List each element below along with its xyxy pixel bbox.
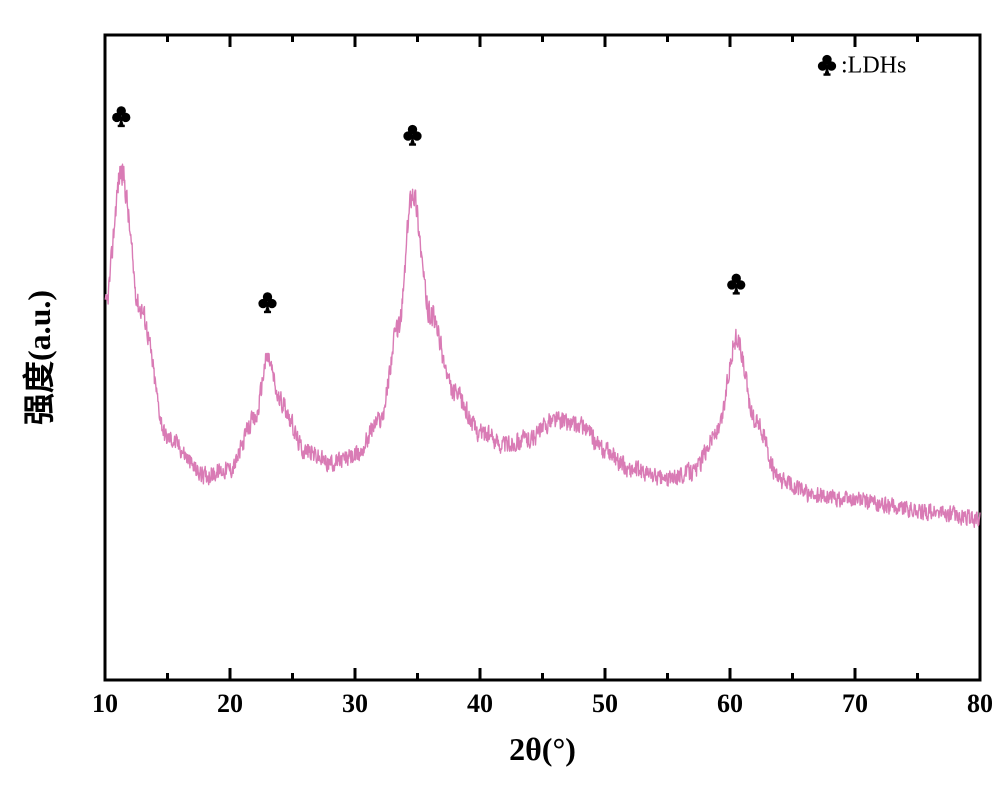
x-tick-label: 60 <box>717 689 743 718</box>
legend-club-icon <box>818 55 836 76</box>
chart-svg: 10 20 30 40 50 60 70 80 2θ(°) 强度(a.u.) :LDHs <box>0 0 1000 803</box>
peak-marker-club-icon <box>258 292 276 313</box>
y-axis-label: 强度(a.u.) <box>21 290 57 425</box>
x-axis-label: 2θ(°) <box>509 731 576 767</box>
x-tick-label: 40 <box>467 689 493 718</box>
x-tick-label: 30 <box>342 689 368 718</box>
x-tick-label: 80 <box>967 689 993 718</box>
xrd-chart: 10 20 30 40 50 60 70 80 2θ(°) 强度(a.u.) :LDHs <box>0 0 1000 803</box>
plot-frame <box>105 35 980 680</box>
legend-text: :LDHs <box>841 52 906 78</box>
x-tick-label: 20 <box>217 689 243 718</box>
xrd-trace <box>105 164 980 527</box>
peak-marker-club-icon <box>403 125 421 146</box>
peak-marker-club-icon <box>727 274 745 295</box>
x-tick-label: 70 <box>842 689 868 718</box>
x-tick-label: 50 <box>592 689 618 718</box>
x-tick-label: 10 <box>92 689 118 718</box>
peak-marker-club-icon <box>112 106 130 127</box>
